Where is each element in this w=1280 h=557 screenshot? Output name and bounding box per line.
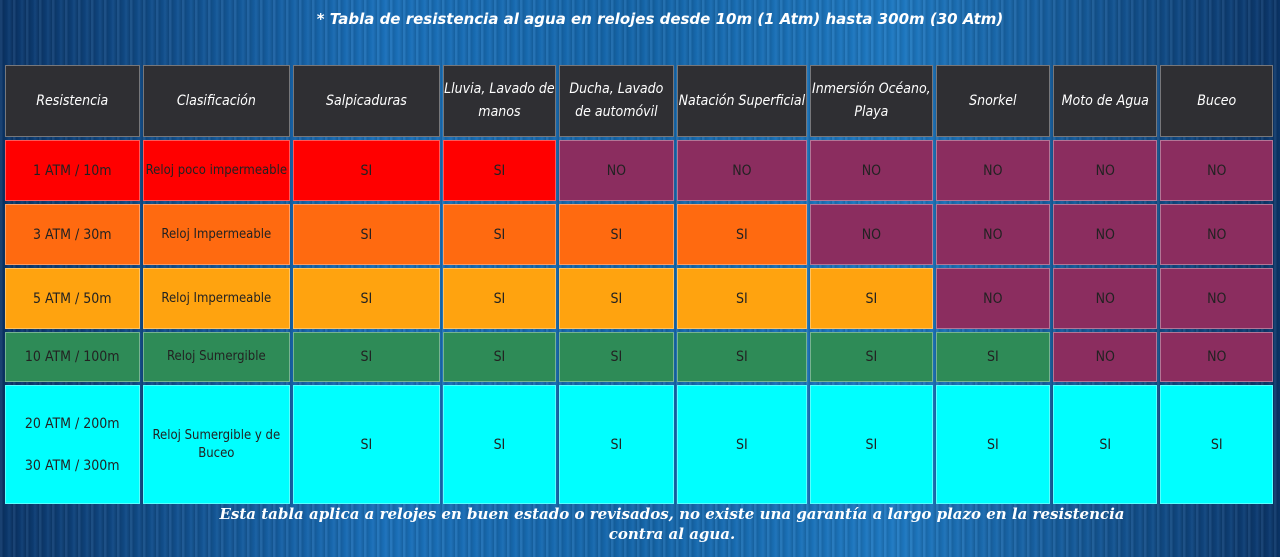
cell-value: SI [442, 204, 557, 265]
header-row: Resistencia Clasificación Salpicaduras L… [5, 65, 1273, 137]
cell-value: SI [810, 268, 933, 329]
col-header-resistencia: Resistencia [5, 65, 140, 137]
table-row: 3 ATM / 30m Reloj Impermeable SI SI SI SI NO NO… [5, 204, 1273, 265]
cell-value: NO [1053, 268, 1158, 329]
cell-clasificacion: Reloj Impermeable [142, 268, 291, 329]
cell-value: SI [442, 385, 557, 504]
col-header-ducha: Ducha, Lavado de automóvil [559, 65, 674, 137]
cell-value: SI [293, 140, 440, 201]
resistencia-label: 3 ATM / 30m [32, 226, 112, 243]
cell-clasificacion: Reloj Sumergible y de Buceo [142, 385, 291, 504]
cell-value: SI [442, 140, 557, 201]
cell-value: SI [676, 204, 808, 265]
table-row: 10 ATM / 100m Reloj Sumergible SI SI SI SI SI S… [5, 332, 1273, 382]
cell-resistencia: 20 ATM / 200m 30 ATM / 300m [5, 385, 140, 504]
table-row: 5 ATM / 50m Reloj Impermeable SI SI SI SI SI NO… [5, 268, 1273, 329]
cell-resistencia: 1 ATM / 10m [5, 140, 140, 201]
cell-value: SI [293, 204, 440, 265]
cell-value: NO [1160, 332, 1273, 382]
cell-value: NO [1160, 204, 1273, 265]
resistencia-label: 10 ATM / 100m [24, 349, 120, 365]
cell-value: NO [1053, 140, 1158, 201]
col-header-moto-de-agua: Moto de Agua [1053, 65, 1158, 137]
cell-resistencia: 3 ATM / 30m [5, 204, 140, 265]
col-header-salpicaduras: Salpicaduras [293, 65, 440, 137]
cell-value: NO [810, 204, 933, 265]
cell-value: SI [1160, 385, 1273, 504]
cell-value: SI [1053, 385, 1158, 504]
col-header-clasificacion: Clasificación [142, 65, 291, 137]
cell-value: SI [293, 385, 440, 504]
cell-value: NO [676, 140, 808, 201]
col-header-lluvia: Lluvia, Lavado de manos [442, 65, 557, 137]
cell-value: SI [810, 385, 933, 504]
resistencia-label: 30 ATM / 300m [24, 457, 120, 474]
cell-clasificacion: Reloj Sumergible [142, 332, 291, 382]
cell-resistencia: 10 ATM / 100m [5, 332, 140, 382]
col-header-natacion: Natación Superficial [676, 65, 808, 137]
col-header-inmersion: Inmersión Océano, Playa [810, 65, 933, 137]
cell-value: NO [1053, 204, 1158, 265]
water-resistance-table: Resistencia Clasificación Salpicaduras L… [2, 62, 1276, 507]
cell-value: NO [1160, 268, 1273, 329]
resistencia-label: 1 ATM / 10m [32, 162, 112, 179]
cell-value: SI [935, 385, 1051, 504]
cell-value: SI [559, 204, 674, 265]
cell-value: NO [935, 204, 1051, 265]
cell-value: NO [1160, 140, 1273, 201]
cell-value: NO [935, 268, 1051, 329]
col-header-buceo: Buceo [1160, 65, 1273, 137]
resistencia-label: 5 ATM / 50m [32, 290, 112, 307]
cell-value: SI [676, 268, 808, 329]
col-header-snorkel: Snorkel [935, 65, 1051, 137]
table-title: * Tabla de resistencia al agua en reloje… [316, 10, 1004, 28]
cell-value: SI [676, 385, 808, 504]
cell-value: SI [293, 268, 440, 329]
cell-value: SI [935, 332, 1051, 382]
cell-value: SI [559, 268, 674, 329]
cell-clasificacion: Reloj poco impermeable [142, 140, 291, 201]
cell-value: SI [442, 332, 557, 382]
table-row: 1 ATM / 10m Reloj poco impermeable SI SI NO N… [5, 140, 1273, 201]
cell-value: SI [810, 332, 933, 382]
table-row: 20 ATM / 200m 30 ATM / 300m Reloj Sumergib… [5, 385, 1273, 504]
cell-value: NO [1053, 332, 1158, 382]
cell-value: SI [559, 385, 674, 504]
cell-resistencia: 5 ATM / 50m [5, 268, 140, 329]
cell-clasificacion: Reloj Impermeable [142, 204, 291, 265]
cell-value: NO [935, 140, 1051, 201]
cell-value: SI [676, 332, 808, 382]
cell-value: NO [810, 140, 933, 201]
cell-value: SI [442, 268, 557, 329]
cell-value: SI [293, 332, 440, 382]
cell-value: NO [559, 140, 674, 201]
cell-value: SI [559, 332, 674, 382]
footnote: Esta tabla aplica a relojes en buen esta… [219, 505, 1125, 543]
resistencia-label: 20 ATM / 200m [24, 415, 120, 432]
